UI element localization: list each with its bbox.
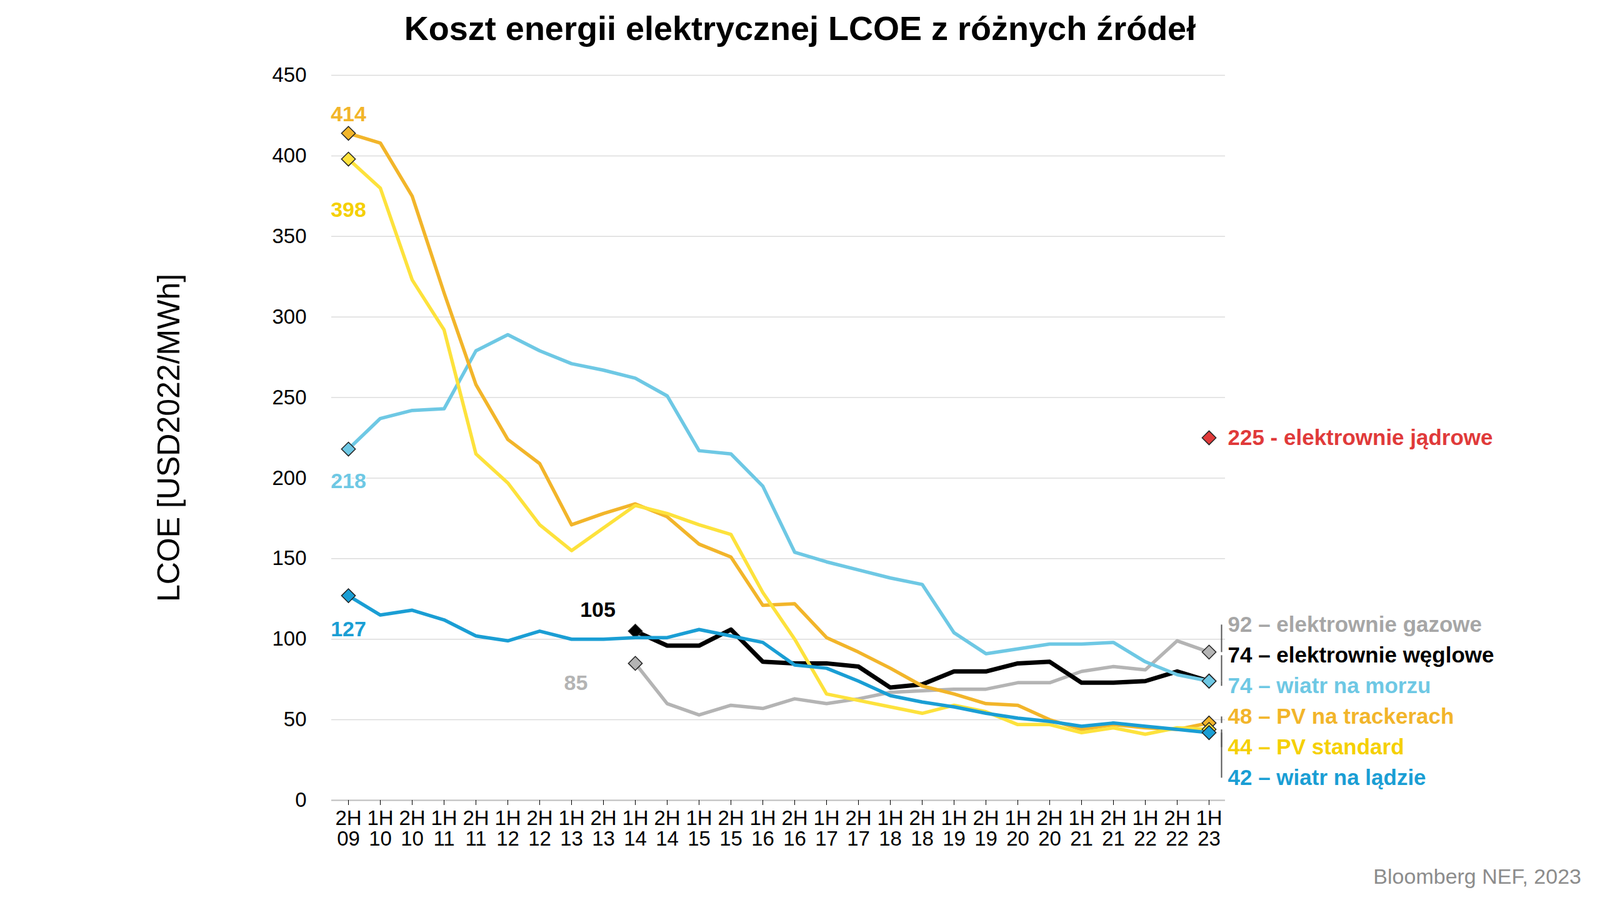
svg-text:LCOE [USD2022/MWh]: LCOE [USD2022/MWh] [151,273,187,602]
svg-text:48 – PV na trackerach: 48 – PV na trackerach [1228,703,1455,729]
svg-text:250: 250 [271,385,307,409]
svg-text:218: 218 [330,468,367,493]
svg-text:42 – wiatr na lądzie: 42 – wiatr na lądzie [1228,765,1427,790]
svg-text:1H15: 1H15 [685,806,712,850]
svg-text:1H12: 1H12 [494,806,521,850]
svg-text:1H22: 1H22 [1131,806,1159,850]
svg-text:2H20: 2H20 [1036,806,1063,850]
svg-text:1H23: 1H23 [1195,806,1222,850]
svg-text:414: 414 [330,101,367,126]
svg-text:1H18: 1H18 [876,806,904,850]
svg-text:2H18: 2H18 [908,806,935,850]
svg-text:2H14: 2H14 [653,806,680,850]
svg-text:300: 300 [271,305,307,329]
svg-text:100: 100 [271,626,307,650]
svg-text:150: 150 [271,546,307,570]
svg-text:2H21: 2H21 [1100,806,1127,850]
svg-text:450: 450 [271,63,307,87]
svg-text:1H19: 1H19 [940,806,967,850]
svg-text:127: 127 [330,616,367,641]
html-text:Koszt energii elektrycznej LCO: Koszt energii elektrycznej LCOE z różnyc… [404,9,1196,47]
svg-text:2H22: 2H22 [1163,806,1190,850]
svg-text:1H13: 1H13 [558,806,585,850]
svg-text:200: 200 [271,466,307,490]
svg-text:74 – elektrownie węglowe: 74 – elektrownie węglowe [1228,642,1495,667]
svg-text:2H15: 2H15 [717,806,744,850]
svg-text:398: 398 [330,197,367,222]
svg-text:1H11: 1H11 [430,806,457,850]
svg-text:225 - elektrownie jądrowe: 225 - elektrownie jądrowe [1228,425,1494,450]
svg-text:1H21: 1H21 [1068,806,1095,850]
svg-text:1H20: 1H20 [1004,806,1031,850]
svg-text:2H19: 2H19 [972,806,999,850]
svg-text:2H12: 2H12 [526,806,553,850]
svg-text:1H10: 1H10 [366,806,394,850]
svg-text:1H16: 1H16 [749,806,776,850]
html-text:Bloomberg NEF, 2023: Bloomberg NEF, 2023 [1373,864,1582,889]
svg-text:105: 105 [580,597,616,622]
svg-text:92 – elektrownie gazowe: 92 – elektrownie gazowe [1228,611,1483,637]
svg-text:2H11: 2H11 [462,806,489,850]
svg-text:2H13: 2H13 [590,806,617,850]
svg-text:2H16: 2H16 [781,806,808,850]
svg-text:400: 400 [271,143,307,167]
svg-text:74 – wiatr na morzu: 74 – wiatr na morzu [1228,673,1432,698]
svg-text:2H09: 2H09 [335,806,362,850]
svg-text:85: 85 [564,670,589,695]
svg-text:0: 0 [295,788,307,812]
svg-text:350: 350 [271,224,307,248]
svg-text:1H14: 1H14 [621,806,649,850]
svg-text:2H17: 2H17 [845,806,872,850]
svg-text:50: 50 [283,707,307,731]
svg-text:44 – PV standard: 44 – PV standard [1228,734,1405,759]
svg-text:2H10: 2H10 [398,806,425,850]
svg-text:1H17: 1H17 [813,806,840,850]
